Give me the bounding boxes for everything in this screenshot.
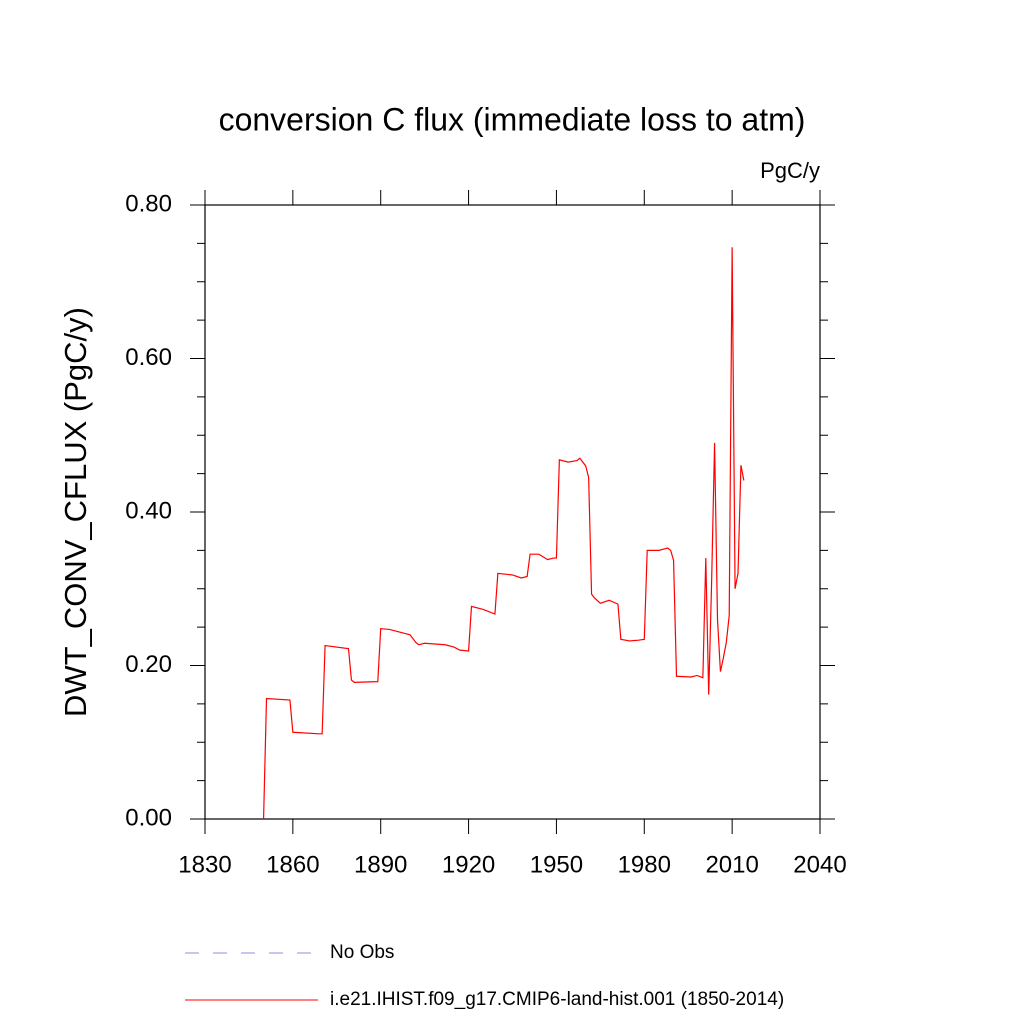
plot-frame [204,204,821,820]
y-axis-title: DWT_CONV_CFLUX (PgC/y) [58,307,93,717]
x-tick-label: 1830 [178,851,231,878]
data-line [262,247,745,820]
legend-label: i.e21.IHIST.f09_g17.CMIP6-land-hist.001 … [330,989,784,1010]
units-label: PgC/y [760,158,820,183]
x-tick-label: 1980 [618,851,671,878]
y-tick-label: 0.20 [125,651,172,678]
y-tick-label: 0.00 [125,804,172,831]
legend-label: No Obs [330,942,394,963]
x-tick-label: 1920 [442,851,495,878]
x-tick-label: 1890 [354,851,407,878]
y-tick-label: 0.60 [125,344,172,371]
y-tick-label: 0.80 [125,190,172,217]
x-tick-label: 2040 [793,851,846,878]
x-tick-label: 1860 [266,851,319,878]
x-tick-label: 1950 [530,851,583,878]
chart-title: conversion C flux (immediate loss to atm… [219,101,806,137]
x-tick-label: 2010 [705,851,758,878]
y-tick-label: 0.40 [125,497,172,524]
